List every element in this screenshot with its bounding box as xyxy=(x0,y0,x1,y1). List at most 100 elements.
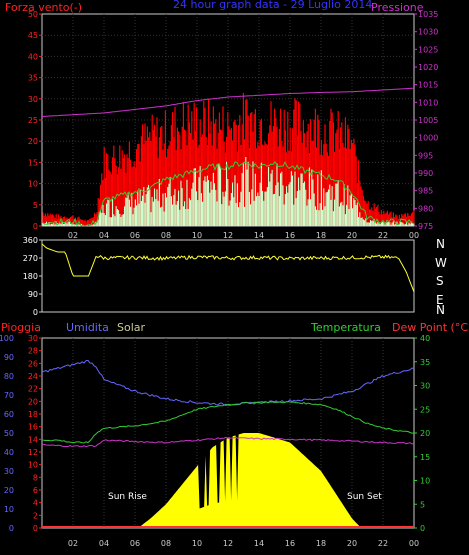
time-tick-label: 00 xyxy=(409,539,419,548)
rain-tick-label: 20 xyxy=(28,397,38,406)
wind-tick-label: 10 xyxy=(28,180,38,189)
humidity-tick-label: 20 xyxy=(4,486,14,495)
direction-line xyxy=(41,243,415,293)
rain-tick-label: 4 xyxy=(33,499,38,508)
direction-panel-frame xyxy=(41,239,415,313)
temp-tick-label: 35 xyxy=(420,358,430,367)
rain-tick-label: 8 xyxy=(33,473,38,482)
chart-title: 24 hour graph data - 29 Luglio 2014 xyxy=(173,0,372,11)
temp-tick-label: 20 xyxy=(420,429,430,438)
pressure-axis-title: Pressione xyxy=(371,1,424,14)
humidity-tick-label: 60 xyxy=(4,410,14,419)
direction-tick-label: 0 xyxy=(33,308,38,317)
humidity-tick-label: 30 xyxy=(4,467,14,476)
temp-tick-label: 25 xyxy=(420,405,430,414)
temp-tick-label: 5 xyxy=(420,500,425,509)
rain-tick-label: 26 xyxy=(28,359,38,368)
time-tick-label: 04 xyxy=(99,539,109,548)
wind-tick-label: 50 xyxy=(28,10,38,19)
time-tick-label: 06 xyxy=(130,231,140,240)
time-tick-label: 12 xyxy=(223,539,233,548)
time-tick-label: 22 xyxy=(378,539,388,548)
humidity-tick-label: 90 xyxy=(4,353,14,362)
wind-tick-label: 45 xyxy=(28,31,38,40)
rain-tick-label: 16 xyxy=(28,423,38,432)
pressure-tick-label: 980 xyxy=(418,204,433,213)
humidity-tick-label: 50 xyxy=(4,429,14,438)
pressure-tick-label: 1025 xyxy=(418,45,438,54)
time-tick-label: 08 xyxy=(161,231,171,240)
pressure-tick-label: 1010 xyxy=(418,98,438,107)
time-tick-label: 20 xyxy=(347,231,357,240)
pressure-tick-label: 975 xyxy=(418,222,433,231)
wind-direction-plot: 0 90 180 270 360 xyxy=(23,236,415,317)
humidity-tick-label: 80 xyxy=(4,372,14,381)
time-tick-label: 22 xyxy=(378,231,388,240)
wind-axis-title: Forza vento(-) xyxy=(5,1,82,14)
rain-tick-label: 30 xyxy=(28,334,38,343)
sun-rise-label: Sun Rise xyxy=(108,492,147,502)
time-tick-label: 16 xyxy=(285,539,295,548)
humidity-axis-title: Umidita xyxy=(66,321,109,334)
solar-label: Solar xyxy=(117,321,146,334)
time-tick-label: 10 xyxy=(192,539,202,548)
dewpoint-axis-title: Dew Point (°C) xyxy=(392,321,469,334)
pressure-tick-label: 1005 xyxy=(418,116,438,125)
time-tick-label: 00 xyxy=(409,231,419,240)
time-tick-label: 10 xyxy=(192,231,202,240)
pressure-tick-label: 985 xyxy=(418,187,433,196)
rain-tick-label: 24 xyxy=(28,372,38,381)
pressure-tick-label: 1030 xyxy=(418,28,438,37)
temperature-line xyxy=(41,400,415,444)
humidity-line xyxy=(41,359,415,406)
compass-n-top: N xyxy=(436,237,445,251)
pressure-tick-label: 1000 xyxy=(418,134,438,143)
compass-s: S xyxy=(436,274,444,288)
wind-tick-label: 0 xyxy=(33,222,38,231)
rain-tick-label: 2 xyxy=(33,511,38,520)
time-tick-label: 02 xyxy=(68,231,78,240)
humidity-tick-label: 0 xyxy=(9,524,14,533)
humidity-tick-label: 10 xyxy=(4,505,14,514)
rain-tick-label: 6 xyxy=(33,486,38,495)
direction-tick-label: 90 xyxy=(28,290,38,299)
time-tick-label: 04 xyxy=(99,231,109,240)
pressure-tick-label: 1020 xyxy=(418,63,438,72)
temp-tick-label: 30 xyxy=(420,382,430,391)
humidity-tick-label: 40 xyxy=(4,448,14,457)
pressure-tick-label: 990 xyxy=(418,169,433,178)
time-tick-label: 16 xyxy=(285,231,295,240)
direction-tick-label: 180 xyxy=(23,272,38,281)
dewpoint-line xyxy=(41,436,415,448)
time-tick-label: 06 xyxy=(130,539,140,548)
pressure-tick-label: 1035 xyxy=(418,10,438,19)
direction-tick-label: 360 xyxy=(23,236,38,245)
temp-tick-label: 0 xyxy=(420,524,425,533)
climate-plot: 0102030405060708090100024681012141618202… xyxy=(0,334,430,548)
wind-tick-label: 25 xyxy=(28,116,38,125)
pressure-line xyxy=(41,87,415,117)
rain-tick-label: 0 xyxy=(33,524,38,533)
direction-tick-label: 270 xyxy=(23,254,38,263)
rain-tick-label: 22 xyxy=(28,385,38,394)
rain-tick-label: 12 xyxy=(28,448,38,457)
compass-n-bottom: N xyxy=(436,303,445,317)
sun-set-label: Sun Set xyxy=(347,492,382,502)
rain-tick-label: 10 xyxy=(28,461,38,470)
humidity-tick-label: 100 xyxy=(0,334,14,343)
temp-tick-label: 10 xyxy=(420,477,430,486)
wind-pressure-plot: 0510152025303540455097598098599099510001… xyxy=(28,10,439,240)
rain-axis-title: Pioggia xyxy=(1,321,41,334)
compass-w: W xyxy=(435,256,447,270)
temp-tick-label: 40 xyxy=(420,334,430,343)
wind-tick-label: 30 xyxy=(28,95,38,104)
time-tick-label: 14 xyxy=(254,539,264,548)
solar-area xyxy=(138,433,362,528)
time-tick-label: 12 xyxy=(223,231,233,240)
time-tick-label: 02 xyxy=(68,539,78,548)
pressure-tick-label: 995 xyxy=(418,151,433,160)
wind-tick-label: 15 xyxy=(28,158,38,167)
wind-tick-label: 20 xyxy=(28,137,38,146)
time-tick-label: 14 xyxy=(254,231,264,240)
temp-tick-label: 15 xyxy=(420,453,430,462)
